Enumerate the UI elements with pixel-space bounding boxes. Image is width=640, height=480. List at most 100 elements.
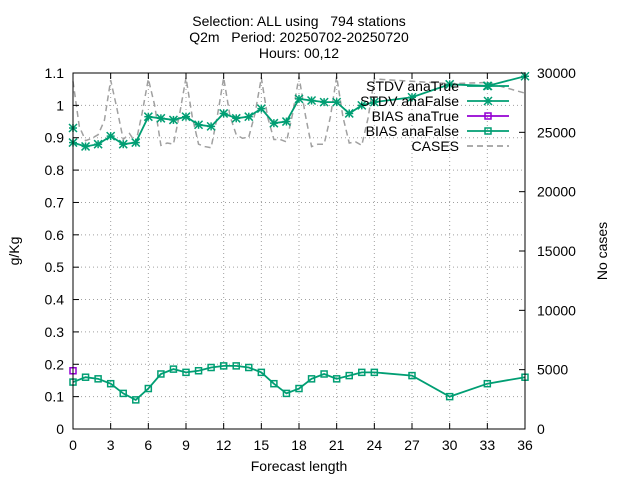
y-tick-label: 0.1 bbox=[45, 389, 65, 405]
data-point bbox=[270, 379, 278, 388]
y2-tick-label: 30000 bbox=[537, 65, 576, 81]
series-line-bias-anafalse bbox=[72, 364, 526, 401]
data-point bbox=[245, 363, 253, 372]
y-tick-label: 0.8 bbox=[45, 162, 65, 178]
data-point bbox=[119, 389, 127, 398]
data-point bbox=[332, 97, 342, 107]
y-tick-label: 0.9 bbox=[45, 130, 65, 146]
axis-ticks: 0 3 6 9 12 15 18 21 24 27 30 33 3600.10.20.30.40.50.… bbox=[45, 65, 577, 453]
data-point bbox=[344, 108, 354, 118]
x-tick-label: 24 bbox=[367, 437, 383, 453]
y-tick-label: 1 bbox=[56, 97, 64, 113]
y-tick-label: 0.5 bbox=[45, 259, 65, 275]
data-point bbox=[156, 113, 166, 123]
x-tick-label: 27 bbox=[404, 437, 420, 453]
data-point bbox=[244, 112, 254, 122]
data-point bbox=[319, 97, 329, 107]
data-point bbox=[194, 366, 203, 375]
x-tick-label: 30 bbox=[442, 437, 458, 453]
data-point bbox=[369, 97, 379, 107]
data-point bbox=[257, 368, 266, 377]
y-tick-label: 0.7 bbox=[45, 194, 65, 210]
y2-tick-label: 10000 bbox=[537, 302, 576, 318]
y-tick-label: 0.2 bbox=[45, 356, 65, 372]
data-point bbox=[206, 121, 216, 131]
data-point bbox=[106, 131, 116, 141]
data-point bbox=[282, 389, 291, 398]
data-point bbox=[157, 370, 165, 378]
data-point bbox=[94, 375, 102, 383]
data-point bbox=[358, 368, 366, 377]
grid bbox=[73, 73, 525, 429]
data-point bbox=[294, 94, 304, 104]
y-tick-label: 0 bbox=[56, 421, 64, 437]
legend-label: BIAS anaFalse bbox=[366, 123, 460, 139]
y-tick-label: 1.1 bbox=[45, 65, 65, 81]
data-point bbox=[407, 92, 417, 102]
data-point bbox=[332, 375, 341, 383]
data-point bbox=[118, 139, 128, 149]
data-point bbox=[168, 115, 178, 125]
data-point bbox=[207, 363, 215, 372]
y-tick-label: 0.3 bbox=[45, 324, 65, 340]
x-tick-label: 21 bbox=[329, 437, 345, 453]
data-point bbox=[483, 379, 492, 388]
data-point bbox=[132, 396, 140, 404]
data-point bbox=[408, 371, 416, 380]
data-point bbox=[445, 392, 454, 401]
data-point bbox=[93, 139, 103, 149]
data-point bbox=[445, 79, 455, 89]
y-tick-label: 0.6 bbox=[45, 227, 65, 243]
legend-label: BIAS anaTrue bbox=[372, 108, 460, 124]
legend-marker bbox=[483, 96, 493, 106]
data-point bbox=[307, 375, 316, 383]
data-point bbox=[106, 379, 115, 388]
data-point bbox=[269, 118, 279, 128]
y-axis-label: g/Kg bbox=[6, 237, 22, 266]
data-point bbox=[357, 100, 367, 110]
data-point bbox=[281, 117, 291, 127]
x-tick-label: 36 bbox=[517, 437, 533, 453]
data-point bbox=[219, 108, 229, 118]
x-tick-label: 15 bbox=[254, 437, 270, 453]
data-point bbox=[144, 384, 153, 393]
data-point bbox=[320, 370, 328, 378]
data-point bbox=[143, 112, 153, 122]
x-tick-label: 12 bbox=[216, 437, 232, 453]
series-stdv-anafalse bbox=[68, 71, 530, 151]
x-tick-label: 6 bbox=[144, 437, 152, 453]
data-point bbox=[232, 362, 240, 370]
data-point bbox=[295, 384, 303, 393]
legend-marker bbox=[484, 112, 492, 120]
data-point bbox=[231, 113, 241, 123]
data-point bbox=[81, 141, 91, 151]
series-line-cases bbox=[72, 76, 526, 149]
chart-title-line: Q2m Period: 20250702-20250720 bbox=[189, 29, 409, 45]
data-point bbox=[219, 362, 228, 370]
y2-axis-label: No cases bbox=[594, 222, 610, 280]
chart-title-line: Selection: ALL using 794 stations bbox=[192, 13, 406, 29]
series-cases bbox=[72, 76, 526, 149]
legend-marker bbox=[484, 127, 492, 135]
x-tick-label: 3 bbox=[107, 437, 115, 453]
x-tick-label: 9 bbox=[182, 437, 190, 453]
x-tick-label: 0 bbox=[69, 437, 77, 453]
x-tick-label: 33 bbox=[480, 437, 496, 453]
y2-tick-label: 15000 bbox=[537, 243, 576, 259]
legend-label: CASES bbox=[412, 138, 459, 154]
data-point bbox=[345, 371, 353, 380]
y2-tick-label: 0 bbox=[537, 421, 545, 437]
data-point bbox=[81, 373, 90, 381]
y2-tick-label: 5000 bbox=[537, 362, 568, 378]
y2-tick-label: 25000 bbox=[537, 124, 576, 140]
data-point bbox=[256, 104, 266, 114]
data-point bbox=[307, 95, 317, 106]
data-point bbox=[182, 368, 190, 377]
y2-tick-label: 20000 bbox=[537, 184, 576, 200]
data-point bbox=[131, 138, 141, 148]
data-point bbox=[169, 365, 178, 373]
x-tick-label: 18 bbox=[291, 437, 307, 453]
